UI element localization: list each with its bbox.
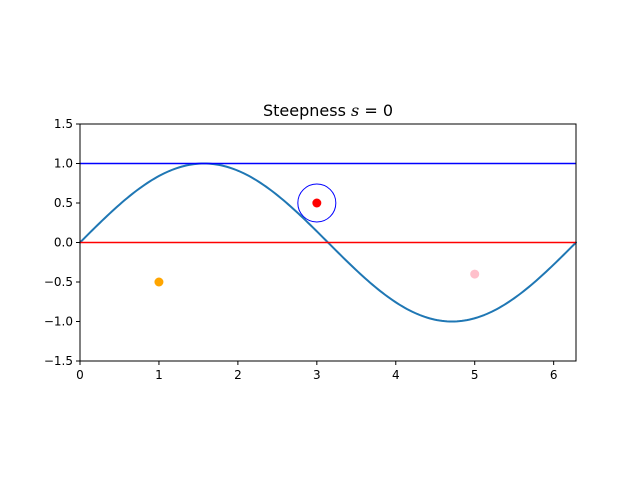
x-tick-label: 5 bbox=[471, 368, 479, 382]
x-tick-label: 3 bbox=[313, 368, 321, 382]
y-tick-label: 0.5 bbox=[54, 196, 73, 210]
x-tick-label: 4 bbox=[392, 368, 400, 382]
y-tick-label: −0.5 bbox=[44, 275, 73, 289]
circle-marker bbox=[297, 183, 337, 223]
data-point-1 bbox=[312, 198, 322, 208]
chart-title: Steepness s = 0 bbox=[263, 101, 393, 120]
y-tick-label: −1.5 bbox=[44, 354, 73, 368]
x-tick-label: 2 bbox=[234, 368, 242, 382]
x-tick-label: 0 bbox=[76, 368, 84, 382]
plot-area bbox=[79, 162, 577, 323]
y-tick-label: 0.0 bbox=[54, 236, 73, 250]
x-tick-label: 1 bbox=[155, 368, 163, 382]
data-point-0 bbox=[154, 277, 164, 287]
y-tick-label: 1.5 bbox=[54, 117, 73, 131]
axis-ticks: 0 1 2 3 4 5 6 −1.5 −1.0 −0.5 0.0 0.5 1.0 1.5 bbox=[44, 117, 558, 382]
data-point-2 bbox=[470, 269, 480, 279]
x-tick-label: 6 bbox=[550, 368, 558, 382]
y-tick-label: −1.0 bbox=[44, 315, 73, 329]
y-tick-label: 1.0 bbox=[54, 157, 73, 171]
